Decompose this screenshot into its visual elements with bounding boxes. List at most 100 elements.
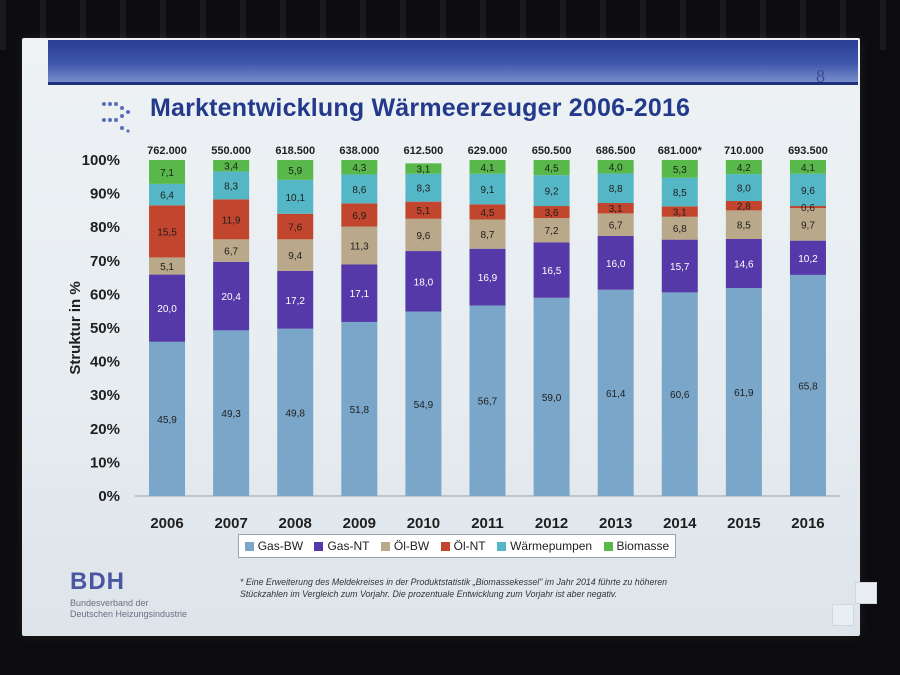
data-label: 0,6: [801, 203, 815, 214]
x-tick-label: 2010: [407, 515, 440, 532]
bar-segment: [149, 205, 186, 258]
bar-segment: [149, 183, 186, 206]
y-tick-label: 40%: [90, 354, 120, 371]
data-label: 9,6: [416, 231, 430, 242]
y-tick-label: 90%: [90, 186, 120, 203]
bar-segment: [597, 235, 634, 290]
data-label: 6,7: [609, 221, 623, 232]
legend-swatch: [497, 541, 507, 551]
data-label: 15,7: [670, 262, 690, 273]
bar-segment: [725, 210, 762, 239]
data-label: 16,0: [606, 259, 626, 270]
data-label: 20,4: [221, 292, 241, 303]
bar-segment: [789, 208, 826, 241]
legend-label: Öl-NT: [453, 539, 486, 553]
x-tick-label: 2014: [663, 515, 697, 532]
slide-title: Marktentwicklung Wärmeerzeuger 2006-2016: [150, 94, 691, 122]
data-label: 3,1: [609, 204, 623, 215]
legend-item: Öl-BW: [380, 539, 430, 553]
total-label: 629.000: [468, 145, 508, 157]
total-label: 650.500: [532, 145, 572, 157]
footnote: * Eine Erweiterung des Meldekreises in d…: [240, 576, 710, 600]
data-label: 16,9: [478, 273, 498, 284]
y-tick-label: 50%: [90, 320, 120, 337]
bar-segment: [213, 160, 250, 172]
data-label: 9,6: [801, 186, 815, 197]
footnote-line2: Stückzahlen im Vergleich zum Vorjahr. Di…: [240, 589, 617, 599]
legend-label: Öl-BW: [393, 539, 430, 553]
bar-segment: [661, 160, 698, 178]
bar-segment: [597, 173, 634, 204]
data-label: 54,9: [414, 400, 434, 411]
data-label: 49,3: [221, 409, 241, 420]
data-label: 4,5: [481, 208, 495, 219]
bar-segment: [405, 173, 442, 202]
bar-segment: [277, 239, 314, 271]
corner-decoration: [855, 582, 877, 604]
x-tick-label: 2013: [599, 515, 632, 532]
data-label: 8,8: [609, 184, 623, 195]
bar-segment: [277, 213, 314, 240]
slide-header-bar: [48, 40, 858, 84]
x-tick-label: 2015: [727, 515, 760, 532]
x-tick-label: 2008: [279, 515, 312, 532]
data-label: 3,4: [224, 162, 238, 173]
data-label: 6,8: [673, 224, 687, 235]
data-label: 4,1: [481, 163, 495, 174]
bar-segment: [661, 216, 698, 240]
data-label: 6,7: [224, 247, 238, 258]
bar-segment: [277, 179, 314, 214]
x-tick-label: 2011: [471, 515, 504, 532]
total-label: 638.000: [339, 145, 379, 157]
bar-segment: [405, 163, 442, 174]
y-tick-label: 20%: [90, 421, 120, 438]
x-tick-label: 2006: [150, 515, 183, 532]
data-label: 8,5: [737, 221, 751, 232]
bdh-logo: BDH: [70, 568, 125, 595]
bar-segment: [469, 248, 506, 306]
data-label: 11,9: [222, 215, 241, 226]
total-label: 550.000: [211, 145, 251, 157]
bar-segment: [661, 292, 698, 496]
bar-segment: [149, 274, 186, 342]
bar-segment: [469, 173, 506, 205]
data-label: 5,1: [160, 262, 174, 273]
legend-label: Wärmepumpen: [510, 539, 593, 553]
bar-segment: [405, 311, 442, 496]
data-label: 45,9: [157, 415, 177, 426]
data-label: 4,5: [545, 164, 559, 175]
legend-label: Gas-BW: [257, 539, 304, 553]
legend-item: Wärmepumpen: [497, 539, 592, 553]
data-label: 3,6: [545, 208, 559, 219]
data-label: 5,3: [673, 165, 687, 176]
bdh-subtitle-line1: Bundesverband der: [70, 598, 149, 608]
bar-segment: [277, 328, 314, 496]
bar-segment: [789, 173, 826, 207]
bar-segment: [725, 174, 762, 201]
data-label: 61,4: [606, 389, 626, 400]
bar-segment: [277, 270, 314, 329]
data-label: 15,5: [157, 227, 177, 238]
data-label: 4,2: [737, 163, 751, 174]
data-label: 6,4: [160, 191, 174, 202]
data-label: 7,2: [545, 226, 559, 237]
total-label: 612.500: [404, 145, 444, 157]
data-label: 8,5: [673, 188, 687, 199]
legend-item: Gas-NT: [314, 539, 369, 553]
corner-decoration: [832, 604, 854, 626]
data-label: 14,6: [734, 259, 754, 270]
data-label: 18,0: [414, 277, 434, 288]
data-label: 8,3: [416, 184, 430, 195]
slide-page-number: 8: [816, 66, 825, 86]
legend-item: Gas-BW: [244, 539, 304, 553]
x-tick-label: 2007: [214, 515, 247, 532]
bar-segment: [789, 206, 826, 209]
bar-segment: [213, 199, 250, 240]
bar-segment: [341, 203, 378, 227]
data-label: 10,1: [285, 193, 305, 204]
bar-segment: [533, 206, 570, 219]
total-label: 681.000*: [658, 145, 703, 157]
bar-segment: [341, 174, 378, 204]
bar-segment: [725, 160, 762, 175]
y-tick-label: 10%: [90, 454, 120, 471]
